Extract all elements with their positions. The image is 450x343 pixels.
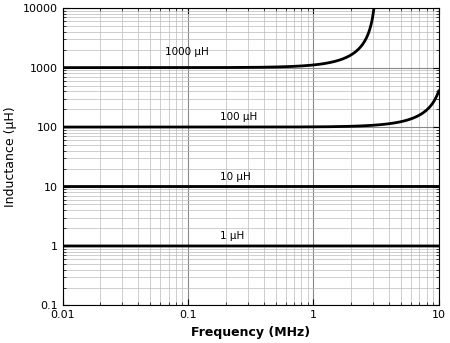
Text: 10 μH: 10 μH (220, 172, 251, 182)
Y-axis label: Inductance (μH): Inductance (μH) (4, 106, 17, 207)
X-axis label: Frequency (MHz): Frequency (MHz) (191, 326, 310, 339)
Text: 1000 μH: 1000 μH (165, 47, 208, 57)
Text: 1 μH: 1 μH (220, 232, 244, 241)
Text: 100 μH: 100 μH (220, 113, 257, 122)
